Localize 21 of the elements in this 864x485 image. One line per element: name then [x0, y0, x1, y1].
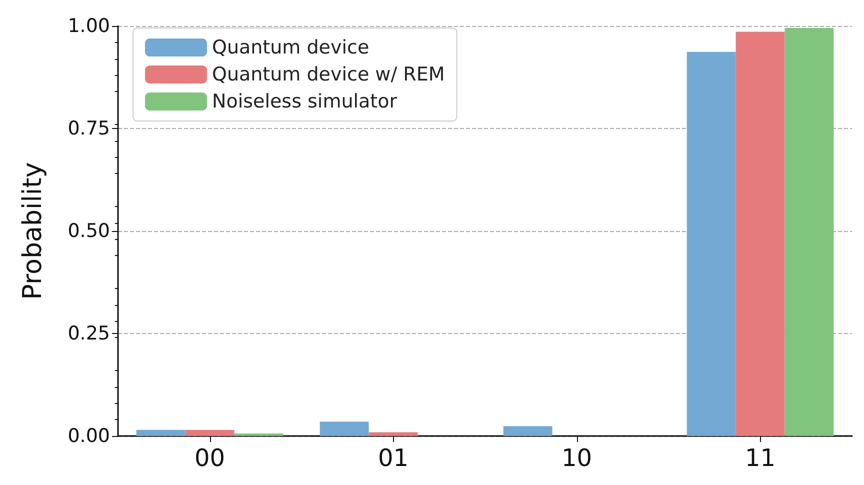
x-tick-label: 01 — [378, 444, 409, 472]
x-tick-label: 11 — [744, 444, 776, 472]
y-tick-label: 1.00 — [68, 15, 110, 37]
bar — [686, 52, 736, 436]
legend-label: Quantum device w/ REM — [212, 64, 445, 86]
y-axis-title: Probability — [18, 162, 48, 300]
bar — [503, 426, 552, 436]
y-tick-label: 0.75 — [68, 118, 110, 140]
y-tick-label: 0.25 — [68, 322, 110, 344]
bar — [736, 32, 785, 436]
legend-label: Quantum device — [212, 36, 370, 58]
legend-label: Noiseless simulator — [212, 90, 398, 112]
y-tick-label: 0.00 — [68, 425, 110, 447]
bar — [185, 430, 234, 436]
y-tick-label: 0.50 — [68, 220, 110, 242]
bar — [320, 422, 369, 436]
bar — [784, 28, 834, 436]
bar — [368, 432, 418, 436]
x-tick-label: 00 — [194, 444, 226, 472]
x-tick-label: 10 — [561, 444, 592, 472]
bar — [136, 430, 186, 436]
